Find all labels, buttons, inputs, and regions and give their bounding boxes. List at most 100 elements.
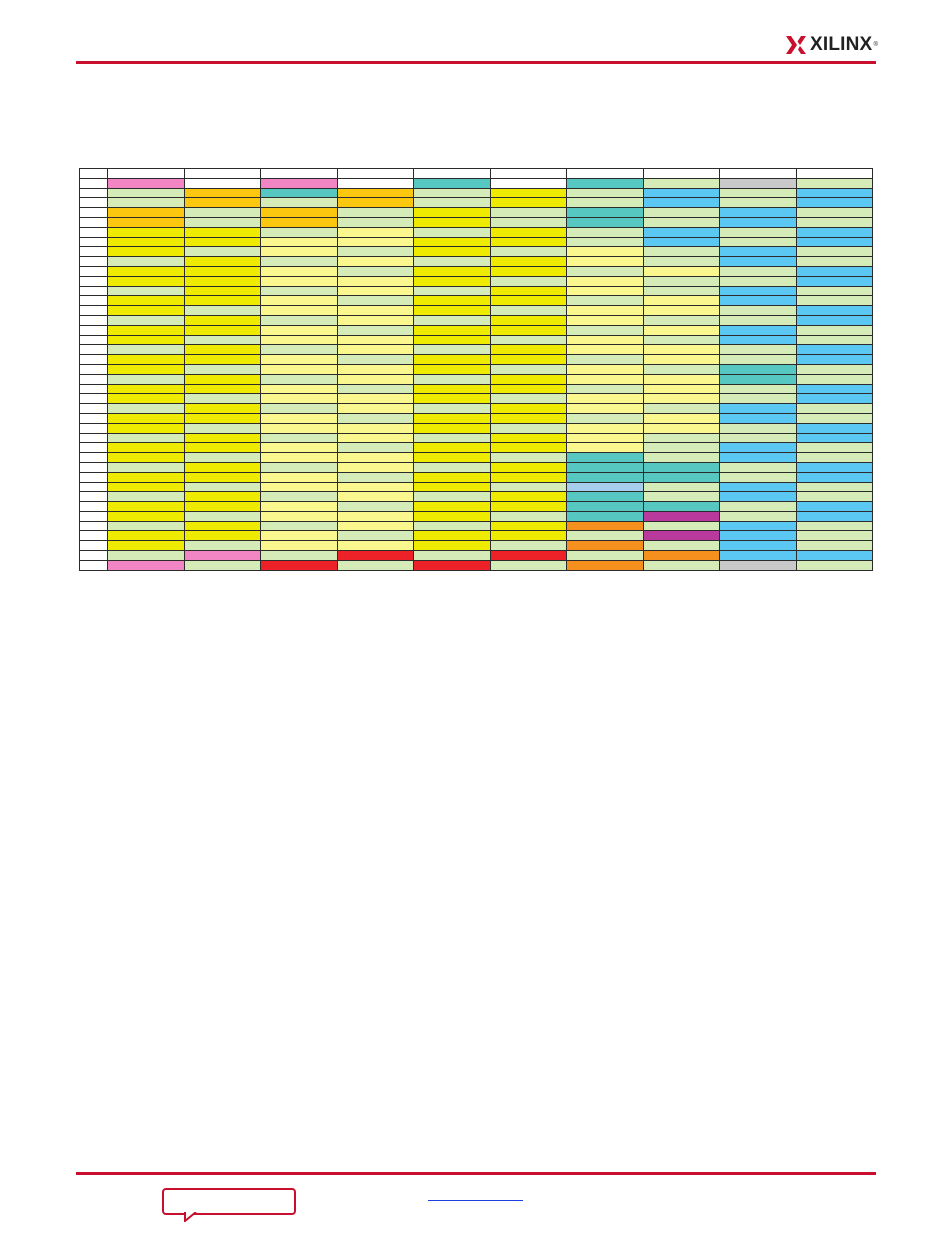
table-cell xyxy=(642,236,720,248)
table-row xyxy=(79,334,873,346)
logo-text: XILINX xyxy=(810,34,873,55)
table-cell xyxy=(719,246,797,258)
table-cell xyxy=(336,550,414,561)
table-cell xyxy=(566,559,644,571)
table-cell xyxy=(413,275,491,287)
table-cell xyxy=(260,432,338,444)
table-cell xyxy=(413,393,491,405)
table-cell xyxy=(107,324,185,336)
table-cell xyxy=(413,510,491,522)
table-cell xyxy=(107,559,185,571)
table-cell xyxy=(107,481,185,493)
table-cell xyxy=(719,265,797,277)
footer-link[interactable] xyxy=(428,1200,523,1201)
table-cell xyxy=(413,314,491,326)
table-cell xyxy=(566,226,644,238)
row-index-cell xyxy=(79,177,108,189)
table-cell xyxy=(107,393,185,405)
table-cell xyxy=(107,314,185,326)
table-cell xyxy=(795,501,873,512)
table-row xyxy=(79,265,873,277)
table-cell xyxy=(183,305,261,316)
table-cell xyxy=(642,314,720,326)
table-cell xyxy=(719,187,797,199)
table-cell xyxy=(719,305,797,316)
table-cell xyxy=(413,442,491,454)
table-cell xyxy=(107,383,185,395)
row-index-cell xyxy=(79,305,108,316)
row-index-cell xyxy=(79,393,108,405)
header-rule xyxy=(76,61,876,64)
pin-color-table xyxy=(79,168,873,571)
table-cell xyxy=(489,324,567,336)
table-cell xyxy=(336,354,414,365)
table-cell xyxy=(566,432,644,444)
table-cell xyxy=(183,344,261,356)
row-index-cell xyxy=(79,275,108,287)
table-cell xyxy=(260,403,338,414)
table-cell xyxy=(719,216,797,228)
table-cell xyxy=(489,520,567,532)
table-cell xyxy=(183,373,261,385)
table-cell xyxy=(795,197,873,209)
table-cell xyxy=(183,275,261,287)
table-cell xyxy=(336,256,414,267)
table-cell xyxy=(566,197,644,209)
table-cell xyxy=(183,168,261,179)
table-cell xyxy=(642,265,720,277)
table-cell xyxy=(719,550,797,561)
table-cell xyxy=(642,559,720,571)
table-cell xyxy=(336,285,414,297)
send-feedback-button[interactable] xyxy=(162,1188,296,1215)
table-cell xyxy=(566,540,644,552)
table-cell xyxy=(719,501,797,512)
table-cell xyxy=(183,216,261,228)
table-cell xyxy=(107,461,185,473)
table-cell xyxy=(719,491,797,503)
table-cell xyxy=(642,540,720,552)
table-cell xyxy=(183,207,261,218)
table-cell xyxy=(260,412,338,424)
table-cell xyxy=(336,168,414,179)
table-row xyxy=(79,491,873,503)
table-cell xyxy=(566,334,644,346)
table-cell xyxy=(107,510,185,522)
table-cell xyxy=(719,452,797,463)
table-cell xyxy=(566,354,644,365)
speech-bubble-tail-icon xyxy=(184,1212,197,1222)
table-row xyxy=(79,216,873,228)
table-cell xyxy=(642,393,720,405)
table-cell xyxy=(183,432,261,444)
table-cell xyxy=(719,168,797,179)
table-cell xyxy=(566,216,644,228)
table-row xyxy=(79,432,873,444)
table-cell xyxy=(183,314,261,326)
table-cell xyxy=(183,422,261,434)
row-index-cell xyxy=(79,510,108,522)
table-cell xyxy=(183,187,261,199)
table-cell xyxy=(795,559,873,571)
table-cell xyxy=(260,393,338,405)
table-cell xyxy=(336,461,414,473)
table-cell xyxy=(183,481,261,493)
table-cell xyxy=(566,207,644,218)
table-cell xyxy=(642,334,720,346)
table-cell xyxy=(566,491,644,503)
table-cell xyxy=(795,236,873,248)
table-cell xyxy=(566,520,644,532)
table-cell xyxy=(489,236,567,248)
table-cell xyxy=(260,540,338,552)
table-cell xyxy=(183,550,261,561)
table-cell xyxy=(489,363,567,375)
table-cell xyxy=(107,246,185,258)
table-cell xyxy=(489,550,567,561)
table-cell xyxy=(566,314,644,326)
table-cell xyxy=(566,373,644,385)
table-cell xyxy=(107,471,185,483)
table-cell xyxy=(566,501,644,512)
table-cell xyxy=(489,491,567,503)
table-cell xyxy=(260,168,338,179)
table-cell xyxy=(489,334,567,346)
table-cell xyxy=(107,363,185,375)
table-cell xyxy=(566,344,644,356)
